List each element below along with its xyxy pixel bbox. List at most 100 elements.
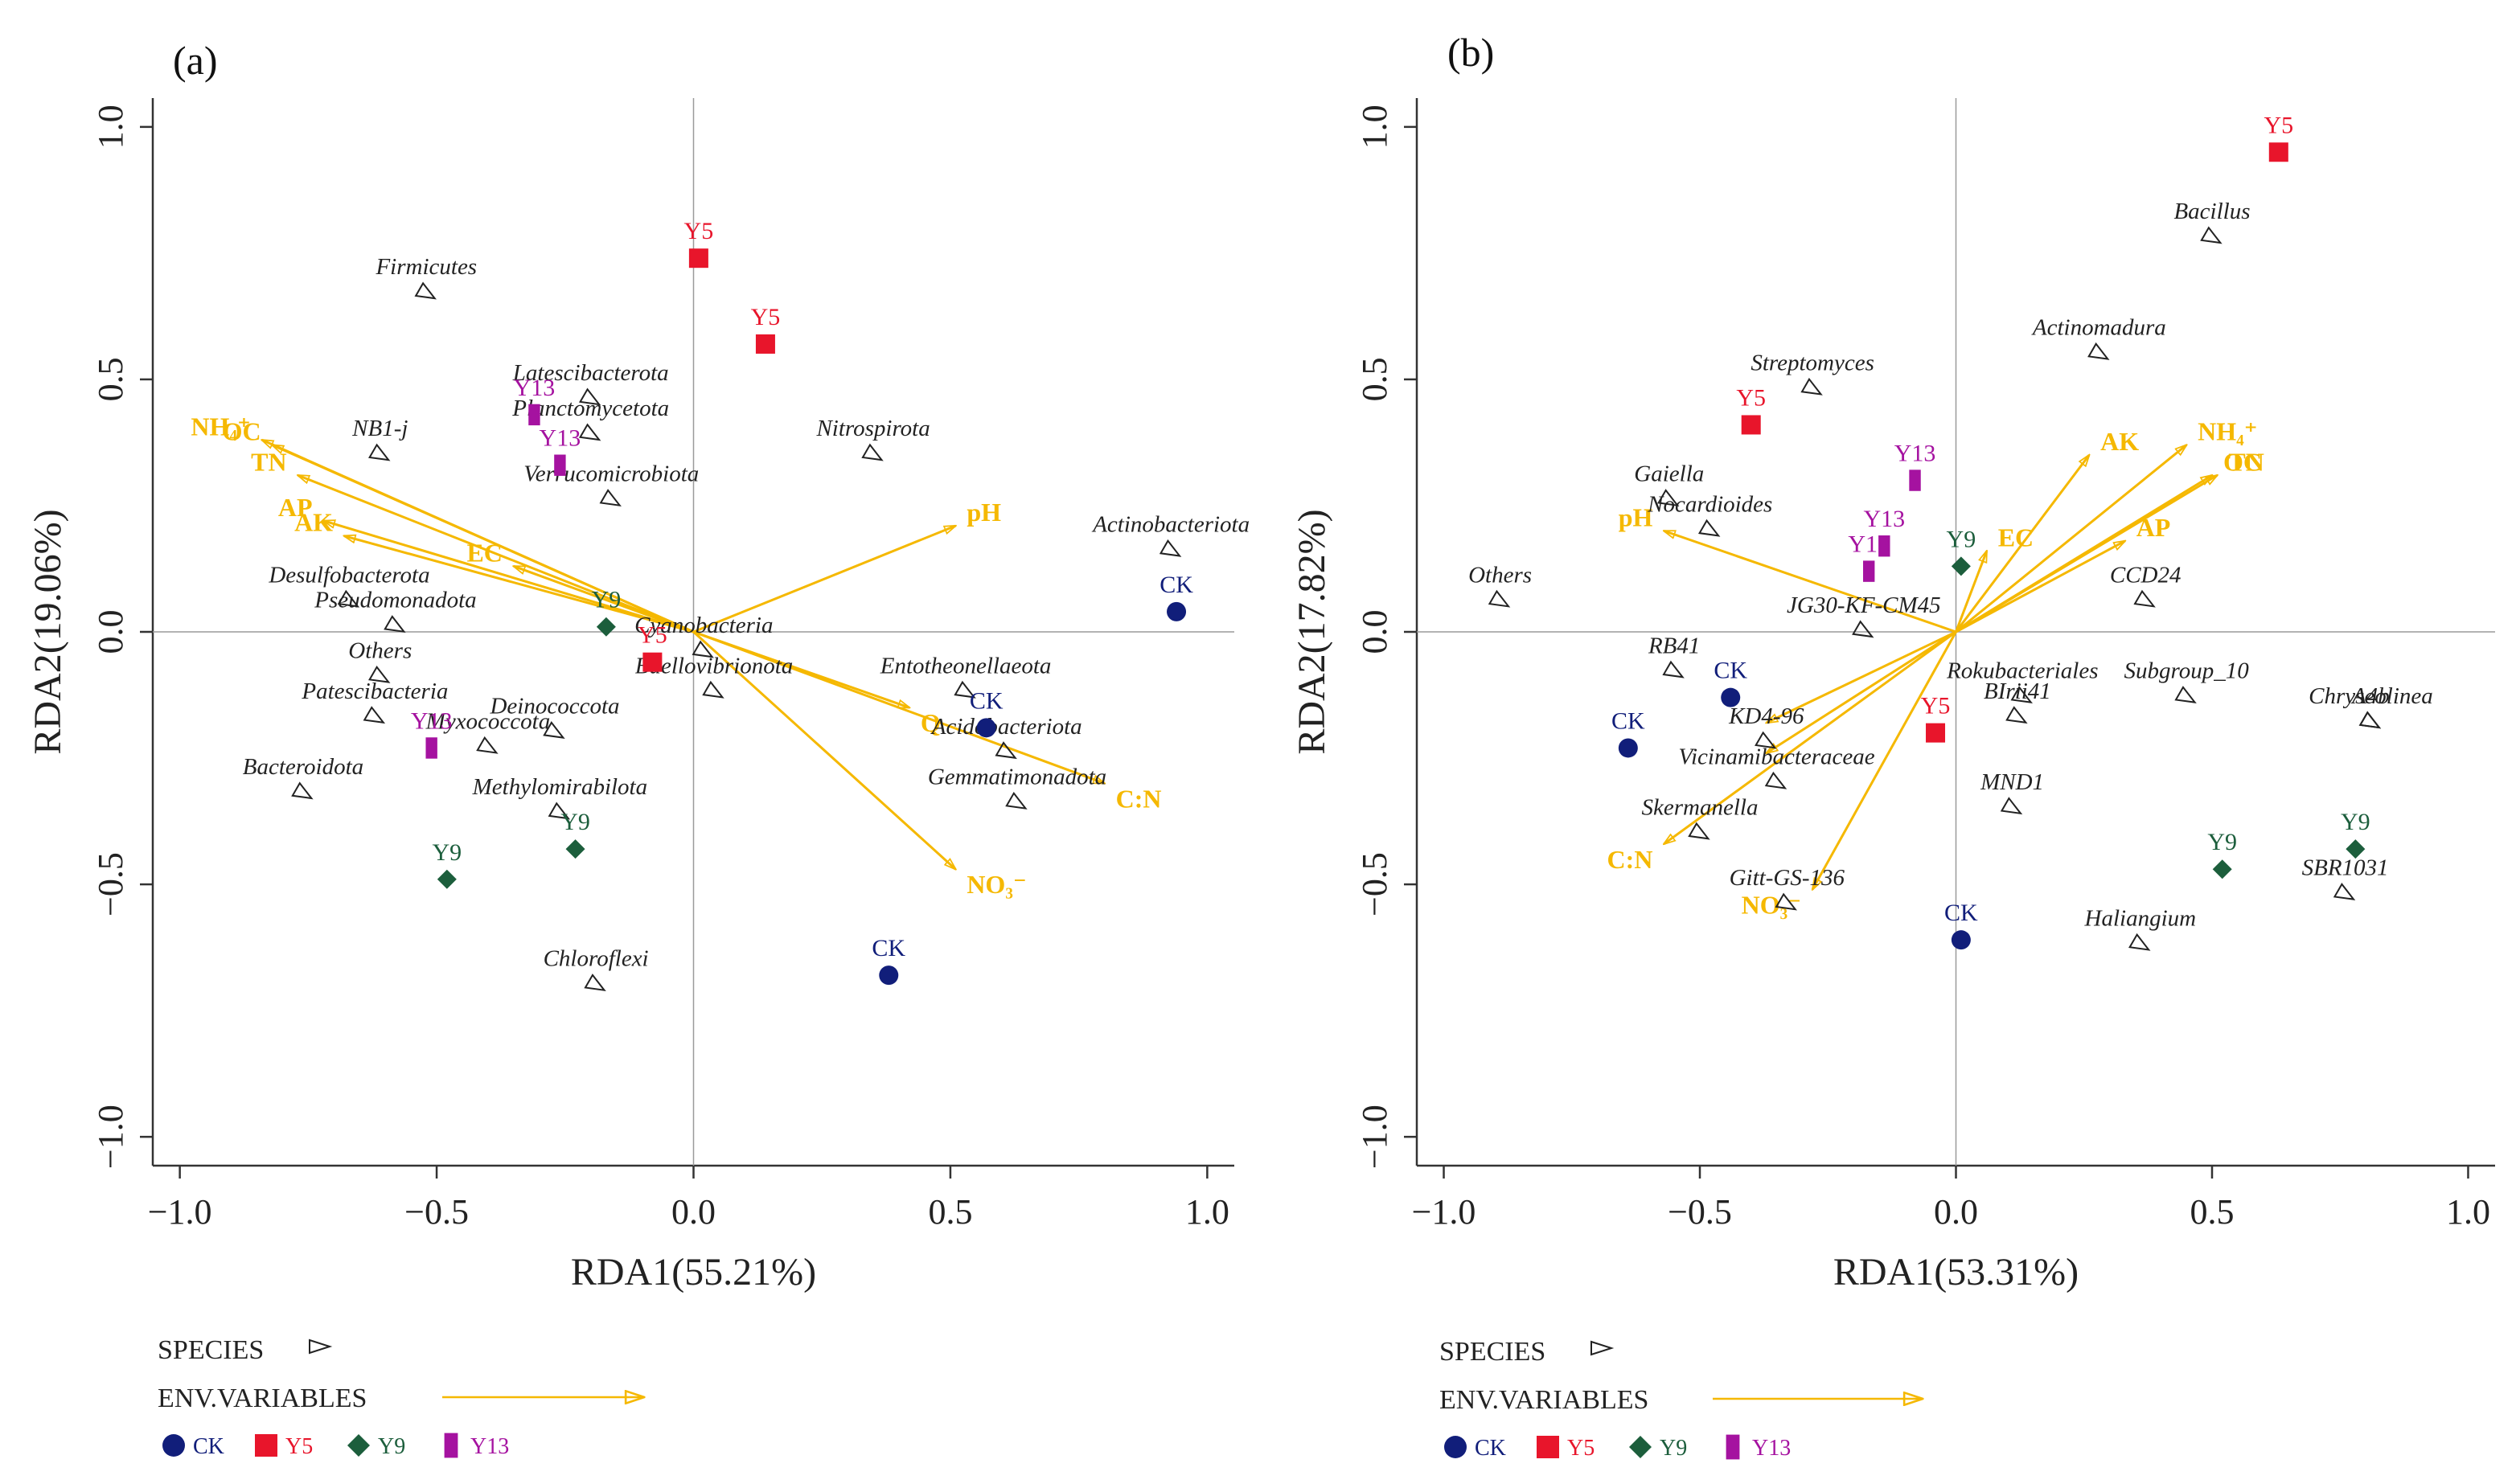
y-tick-label: 1.0 [1355, 105, 1394, 149]
env-arrow-c-n [692, 630, 1105, 785]
species-marker-actinomadura [2087, 342, 2110, 360]
env-arrow-oc [1955, 475, 2212, 633]
species-label-pseudomonadota: Pseudomonadota [314, 588, 476, 613]
y-tick-label: −0.5 [91, 852, 130, 916]
x-tick-label: −1.0 [148, 1192, 212, 1232]
legend-a: SPECIES ENV.VARIABLES CK Y5 Y9 Y13 [158, 1335, 643, 1459]
site-label-y5: Y5 [751, 304, 781, 330]
site-marker-y5 [1741, 415, 1761, 435]
y-tick-label: 1.0 [91, 105, 130, 149]
site-label-y13: Y13 [1848, 531, 1890, 558]
env-label-ec: EC [466, 538, 502, 567]
env-arrow-unnamed [1767, 630, 1957, 753]
species-label-mnd1: MND1 [1980, 769, 2044, 795]
species-label-deinococcota: Deinococcota [489, 694, 619, 719]
species-label-latescibacterota: Latescibacterota [512, 360, 669, 386]
site-label-y13: Y13 [1863, 506, 1905, 532]
site-label-y9: Y9 [433, 839, 462, 866]
species-label-rokubacteriales: Rokubacteriales [1946, 658, 2098, 684]
site-label-y5: Y5 [1921, 693, 1951, 719]
species-marker-bacteroidota [291, 781, 314, 800]
species-label-firmicutes: Firmicutes [375, 254, 477, 280]
env-arrow-nh [1955, 445, 2187, 633]
site-label-y5: Y5 [684, 218, 714, 244]
env-label-ak: AK [294, 508, 333, 537]
species-marker-kd4-96 [1755, 731, 1777, 749]
env-label-tn: TN [251, 447, 286, 476]
env-label-nh: NH₄⁺ [2198, 417, 2257, 446]
legend-sites-b: CK Y5 Y9 Y13 [1444, 1434, 1791, 1461]
species-marker-others [368, 665, 391, 683]
panel-letter: (a) [173, 38, 218, 83]
env-arrow-oc [273, 445, 695, 633]
species-label-nb1-j: NB1-j [351, 416, 408, 441]
species-label-kd4-96: KD4-96 [1728, 703, 1804, 729]
env-label-oc: OC [2223, 447, 2262, 476]
env-arrow-ap [1955, 541, 2125, 633]
species-marker-cyanobacteria [692, 640, 714, 658]
site-marker-y13 [528, 404, 540, 426]
site-label-ck: CK [1714, 658, 1747, 684]
site-marker-ck [879, 965, 899, 986]
env-label-ak: AK [2100, 427, 2139, 456]
site-marker-y9 [565, 839, 585, 859]
site-marker-y13 [1726, 1434, 1740, 1460]
site-label-ck: CK [1611, 707, 1645, 734]
legend-site-label-y13: Y13 [1752, 1436, 1791, 1461]
env-label-ec: EC [1998, 523, 2034, 551]
site-marker-y5 [1537, 1436, 1559, 1458]
site-label-y13: Y13 [1894, 441, 1936, 467]
species-label-others: Others [1468, 562, 1532, 588]
species-marker-gitt-gs-136 [1775, 892, 1797, 911]
species-marker-chryseolinea [2358, 711, 2382, 729]
species-label-gaiella: Gaiella [1634, 461, 1704, 487]
x-tick-label: 1.0 [2446, 1192, 2490, 1232]
species-marker-pseudomonadota [384, 615, 406, 633]
species-label-a4b: A4b [2350, 683, 2390, 709]
species-marker-skermanella [1688, 822, 1710, 840]
env-arrow-ec [514, 564, 695, 633]
site-marker-y13 [444, 1433, 458, 1458]
x-tick-label: 1.0 [1185, 1192, 1229, 1232]
species-marker-chloroflexi [584, 974, 606, 992]
env-arrow-unnamed [1767, 630, 1957, 723]
species-marker-nitrospirota [861, 443, 884, 461]
x-axis-title: RDA1(53.31%) [1833, 1251, 2079, 1293]
site-marker-y5 [2268, 142, 2288, 162]
env-arrow-no [692, 630, 956, 869]
legend-site-label-y13: Y13 [470, 1434, 509, 1459]
x-tick-label: 0.5 [928, 1192, 972, 1232]
species-label-bacillus: Bacillus [2173, 199, 2250, 224]
species-marker-mnd1 [2000, 797, 2023, 815]
legend-species-label: SPECIES [1439, 1337, 1545, 1367]
species-label-subgroup-10: Subgroup_10 [2124, 658, 2250, 684]
legend-site-label-y9: Y9 [378, 1434, 405, 1459]
site-label-ck: CK [1944, 900, 1978, 926]
x-axis-title: RDA1(55.21%) [571, 1251, 816, 1293]
species-label-actinomadura: Actinomadura [2031, 315, 2166, 341]
env-label-ph: pH [967, 498, 1001, 527]
site-label-y9: Y9 [1947, 526, 1976, 552]
site-marker-y9 [2212, 859, 2232, 879]
species-label-gitt-gs-136: Gitt-GS-136 [1730, 865, 1845, 891]
site-marker-ck [1444, 1436, 1467, 1458]
species-marker-ccd24 [2133, 589, 2156, 608]
env-arrow-ap [324, 521, 694, 633]
site-marker-y13 [425, 737, 437, 759]
species-label-cyanobacteria: Cyanobacteria [634, 613, 773, 638]
species-marker-birii41 [2005, 706, 2028, 724]
env-arrow-no [1812, 631, 1957, 889]
site-marker-y9 [1951, 556, 1971, 576]
species-marker-rb41 [1662, 660, 1685, 678]
species-marker-sbr1031 [2333, 883, 2356, 900]
species-marker-bacillus [2200, 226, 2223, 244]
site-label-ck: CK [872, 935, 905, 961]
y-tick-label: −0.5 [1355, 852, 1394, 916]
legend-species-label: SPECIES [158, 1335, 264, 1365]
species-marker-desulfobacterota [337, 589, 360, 608]
species-label-others: Others [348, 638, 412, 664]
site-marker-y9 [1629, 1436, 1652, 1458]
x-tick-label: −0.5 [404, 1192, 469, 1232]
species-marker-deinococcota [543, 721, 565, 739]
